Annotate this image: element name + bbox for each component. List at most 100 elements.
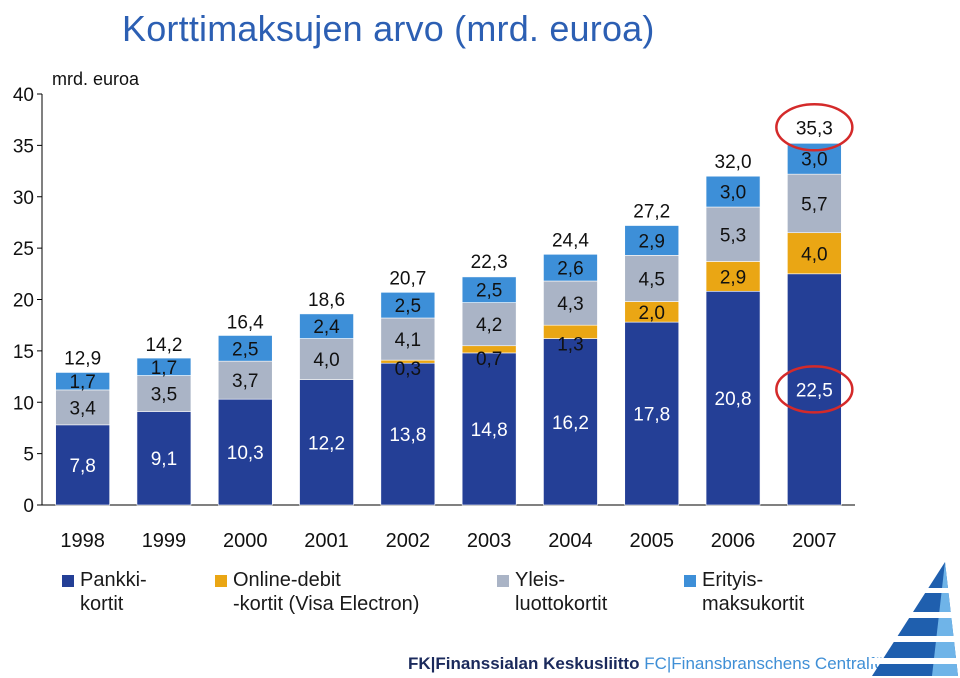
legend-label: Pankki- kortit xyxy=(80,569,147,615)
data-label: 4,1 xyxy=(395,330,421,351)
total-label: 20,7 xyxy=(389,268,426,289)
data-label: 0,7 xyxy=(476,349,502,370)
data-label: 1,7 xyxy=(151,358,177,379)
y-tick-label: 15 xyxy=(13,342,34,363)
data-label: 2,9 xyxy=(720,267,746,288)
bar-segment xyxy=(543,253,598,282)
data-label: 4,0 xyxy=(801,244,827,265)
data-label: 4,2 xyxy=(476,315,502,336)
y-tick-label: 10 xyxy=(13,393,34,414)
y-tick-label: 40 xyxy=(13,85,34,106)
data-label: 12,2 xyxy=(308,433,345,454)
data-label: 1,3 xyxy=(557,335,583,356)
total-label: 12,9 xyxy=(64,348,101,369)
data-label: 13,8 xyxy=(389,425,426,446)
bar-segment xyxy=(136,357,192,376)
y-tick-label: 0 xyxy=(23,496,34,517)
data-label: 4,5 xyxy=(639,269,665,290)
bar-segment xyxy=(624,321,680,506)
bar-segment xyxy=(705,290,761,506)
y-tick-label: 30 xyxy=(13,188,34,209)
bar-segment xyxy=(624,225,680,256)
bar-segment xyxy=(461,302,517,347)
data-label: 2,5 xyxy=(232,339,258,360)
legend-swatch xyxy=(62,575,74,587)
data-label: 2,6 xyxy=(557,259,583,280)
y-tick-label: 25 xyxy=(13,239,34,260)
bar-segment xyxy=(380,292,436,319)
x-tick-label: 2005 xyxy=(630,530,675,552)
bar-segment xyxy=(299,379,354,506)
total-label: 22,3 xyxy=(471,252,508,273)
total-label: 14,2 xyxy=(145,335,182,356)
x-tick-label: 2000 xyxy=(223,530,268,552)
bar-segment xyxy=(217,360,273,400)
data-label: 3,5 xyxy=(151,385,177,406)
bar-segment xyxy=(787,232,842,275)
total-label: 35,3 xyxy=(796,118,833,139)
y-tick-label: 5 xyxy=(23,445,34,466)
page-title: Korttimaksujen arvo (mrd. euroa) xyxy=(122,8,655,49)
data-label: 2,0 xyxy=(639,303,665,324)
y-tick-label: 20 xyxy=(13,291,34,312)
bar-segment xyxy=(461,276,517,303)
data-label: 3,0 xyxy=(720,183,746,204)
data-label: 17,8 xyxy=(633,405,670,426)
data-label: 1,7 xyxy=(69,372,95,393)
data-label: 9,1 xyxy=(151,449,177,470)
data-label: 0,3 xyxy=(395,359,421,380)
total-label: 16,4 xyxy=(227,312,264,333)
bar-segment xyxy=(136,375,192,412)
data-label: 3,0 xyxy=(801,150,827,171)
legend-label: Online-debit -kortit (Visa Electron) xyxy=(233,569,420,615)
total-label: 18,6 xyxy=(308,290,345,311)
x-tick-label: 2006 xyxy=(711,530,756,552)
bar-segment xyxy=(299,313,354,339)
bar-segment xyxy=(299,338,354,380)
data-label: 14,8 xyxy=(471,420,508,441)
data-label: 4,3 xyxy=(557,294,583,315)
bar-segment xyxy=(380,362,436,506)
highlight-circle xyxy=(775,103,854,152)
x-tick-label: 2002 xyxy=(386,530,431,552)
data-label: 3,4 xyxy=(69,398,96,419)
bar-segment xyxy=(55,424,110,506)
legend-swatch xyxy=(215,575,227,587)
legend-swatch xyxy=(497,575,509,587)
data-label: 22,5 xyxy=(796,380,833,401)
x-tick-label: 2003 xyxy=(467,530,512,552)
legend-swatch xyxy=(684,575,696,587)
footer-fc: FC|Finansbranschens Centralförbund xyxy=(644,654,928,673)
footer-organization: FK|Finanssialan Keskusliitto FC|Finansbr… xyxy=(408,654,927,674)
total-label: 27,2 xyxy=(633,202,670,223)
data-label: 4,0 xyxy=(313,350,339,371)
x-tick-label: 2007 xyxy=(792,530,837,552)
footer-fk: FK|Finanssialan Keskusliitto xyxy=(408,654,640,673)
data-label: 2,9 xyxy=(639,231,665,252)
bar-segment xyxy=(217,398,273,506)
x-tick-label: 1999 xyxy=(142,530,187,552)
y-tick-label: 35 xyxy=(13,136,34,157)
x-tick-label: 1998 xyxy=(60,530,105,552)
bar-segment xyxy=(217,335,273,362)
stacked-bar-chart: mrd. euroa 0 5 10 15 20 25 30 35 40 7,8 3,4 1,7 12,9 1… xyxy=(13,69,855,552)
bar-segment xyxy=(705,175,761,208)
bar-segment xyxy=(624,255,680,302)
data-label: 3,7 xyxy=(232,371,258,392)
bar-segment xyxy=(55,389,110,426)
total-label: 24,4 xyxy=(552,230,589,251)
total-label: 32,0 xyxy=(715,152,752,173)
y-axis-label: mrd. euroa xyxy=(52,69,140,89)
bar-segment xyxy=(380,317,436,361)
bar-segment xyxy=(461,352,517,506)
bar-segment xyxy=(787,273,842,506)
bar-segment xyxy=(705,206,761,262)
bar-segment xyxy=(543,338,598,506)
x-tick-label: 2001 xyxy=(304,530,349,552)
data-label: 5,7 xyxy=(801,194,827,215)
bar-segment xyxy=(787,173,842,234)
data-label: 16,2 xyxy=(552,413,589,434)
legend-label: Erityis- maksukortit xyxy=(702,569,805,615)
data-label: 2,5 xyxy=(395,296,421,317)
bar-segment xyxy=(55,372,110,391)
